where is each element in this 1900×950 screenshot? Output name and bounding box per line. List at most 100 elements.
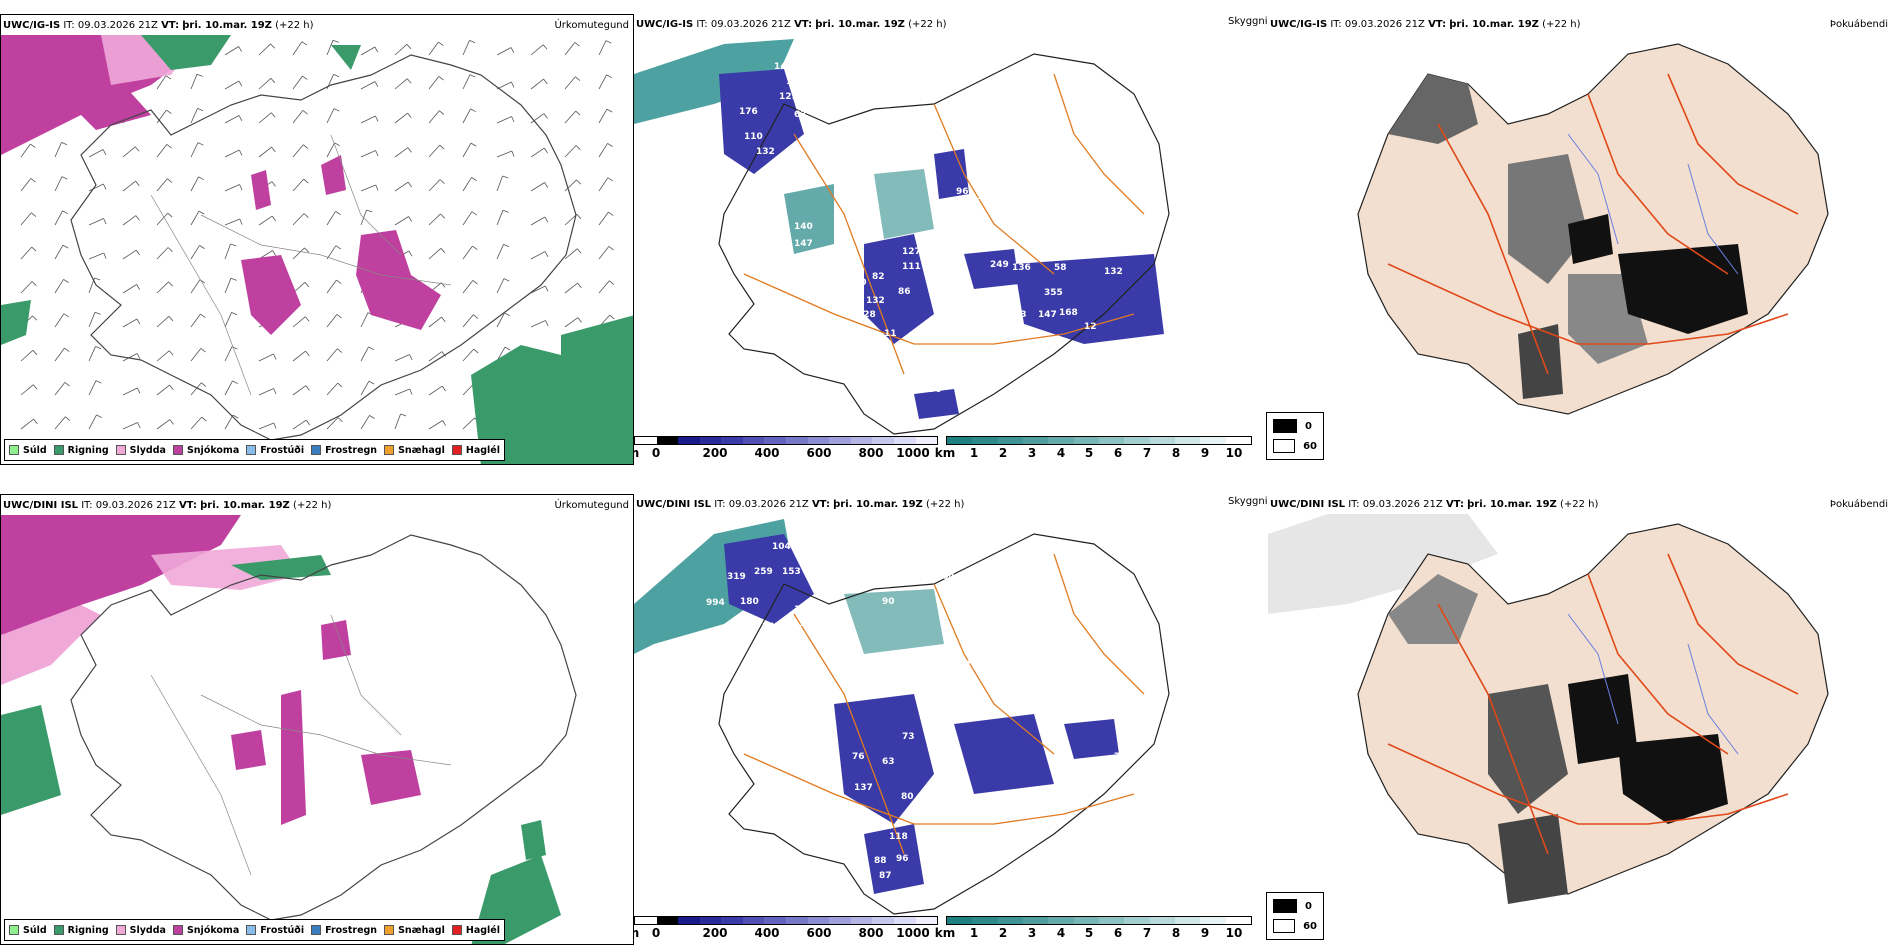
colorbar-segment: [656, 917, 679, 924]
wind-barb: [224, 46, 239, 56]
cloud-base-label: 10: [977, 192, 990, 202]
wind-barb: [122, 249, 137, 260]
wind-barb: [20, 350, 34, 362]
wind-barb: [496, 81, 512, 90]
colorbar-segment: [972, 917, 998, 924]
wind-barb-flag: [239, 218, 243, 225]
wind-barb-flag: [470, 142, 477, 147]
cloud-base-label: 632: [726, 639, 745, 649]
cloud-base-label: 142: [924, 873, 943, 883]
wind-barb: [156, 350, 170, 362]
wind-barb-flag: [232, 380, 238, 385]
wind-barb-flag: [408, 216, 413, 222]
colorbar-segment: [1098, 437, 1125, 444]
cloud-base-label: 700: [716, 649, 735, 659]
wind-barb: [462, 280, 474, 294]
wind-barb-flag: [545, 285, 549, 292]
wind-barb-flag: [136, 284, 141, 290]
wind-barb: [122, 318, 138, 328]
wind-barb: [156, 247, 169, 260]
wind-barb: [258, 78, 272, 90]
legend-swatch: [53, 445, 64, 455]
wind-barb-flag: [200, 313, 206, 318]
colorbar-segment: [786, 917, 808, 924]
wind-barb: [428, 110, 440, 124]
wind-barb-flag: [61, 142, 68, 146]
wind-barb-flag: [609, 280, 615, 285]
wind-barb: [462, 417, 475, 430]
wind-barb-flag: [511, 116, 515, 123]
wind-barb: [292, 316, 306, 328]
wind-barb-flag: [31, 281, 37, 286]
colorbar-segment: [829, 917, 851, 924]
wind-barb-flag: [544, 216, 549, 223]
colorbar-segment: [1073, 917, 1099, 924]
wind-barb: [360, 346, 369, 362]
wind-barb: [122, 146, 136, 158]
wind-barb: [394, 112, 408, 124]
cloud-base-label: 822: [964, 642, 983, 652]
wind-barb: [190, 348, 202, 362]
wind-barb-flag: [438, 76, 444, 81]
wind-barb-flag: [472, 280, 478, 285]
wind-barb: [224, 278, 232, 294]
cloud-base-label: 118: [889, 832, 908, 842]
legend-item: Súld: [9, 925, 47, 936]
wind-barb-flag: [407, 181, 412, 188]
cloud-base-label: 112: [989, 310, 1008, 320]
cloud-base-label: 82: [872, 272, 885, 282]
wind-barb: [564, 282, 578, 294]
colorbar-strip: [634, 916, 938, 925]
wind-barb-flag: [606, 74, 612, 79]
wind-barb-flag: [543, 78, 548, 85]
wind-barb-flag: [511, 81, 515, 88]
wind-barb-flag: [374, 81, 379, 87]
colorbar-segment: [1098, 917, 1125, 924]
wind-barb: [20, 178, 32, 192]
wind-barb-flag: [134, 146, 140, 152]
colorbar-segment: [1124, 437, 1150, 444]
cloud-base-panel-2: UWC/DINI ISL IT: 09.03.2026 21Z VT: þri.…: [634, 494, 1270, 945]
colorbar-segment: [656, 437, 679, 444]
cloud-base-label: 88: [874, 856, 887, 866]
legend-swatch: [246, 925, 257, 935]
colorbar-segment: [872, 917, 894, 924]
wind-barb: [564, 179, 577, 192]
cloud-base-label: 153: [782, 567, 801, 577]
wind-barb-flag: [577, 282, 582, 289]
panel-title: UWC/DINI ISL IT: 09.03.2026 21Z VT: þri.…: [636, 499, 965, 510]
wind-barb-flag: [305, 350, 310, 357]
wind-barb-flag: [197, 142, 204, 146]
wind-barb-flag: [543, 147, 548, 154]
wind-barb-flag: [64, 347, 70, 352]
cloud-base-label: 87: [879, 871, 892, 881]
wind-barb: [292, 247, 305, 260]
cloud-base-label: 173: [976, 298, 995, 308]
wind-barb: [360, 380, 370, 396]
wind-barb: [20, 143, 31, 158]
wind-barb-flag: [94, 311, 101, 315]
wind-barb-flag: [103, 218, 107, 225]
cloud-base-label: 11: [884, 329, 897, 339]
wind-barb: [496, 175, 503, 192]
wind-barb-flag: [605, 40, 612, 44]
colorbar-segment: [742, 437, 765, 444]
wind-barb-flag: [336, 314, 342, 319]
cloud-base-label: 90: [882, 597, 895, 607]
cloud-base-label: 96: [956, 187, 969, 197]
colorbar-segment: [997, 917, 1023, 924]
legend-swatch: [53, 925, 64, 935]
wind-barb-flag: [169, 419, 174, 425]
legend-item: Rigning: [53, 925, 109, 936]
wind-barb: [326, 211, 336, 226]
wind-barb: [190, 313, 201, 328]
wind-barb-flag: [606, 108, 613, 113]
wind-barb-flag: [196, 73, 203, 77]
wind-barb-flag: [167, 247, 173, 252]
cloud-base-label: 145: [774, 62, 793, 72]
wind-barb: [326, 245, 337, 260]
cloud-base-label: 77: [924, 269, 937, 279]
wind-barb: [20, 418, 34, 430]
legend-swatch: [9, 445, 19, 455]
colorbar-segment: [1200, 917, 1226, 924]
